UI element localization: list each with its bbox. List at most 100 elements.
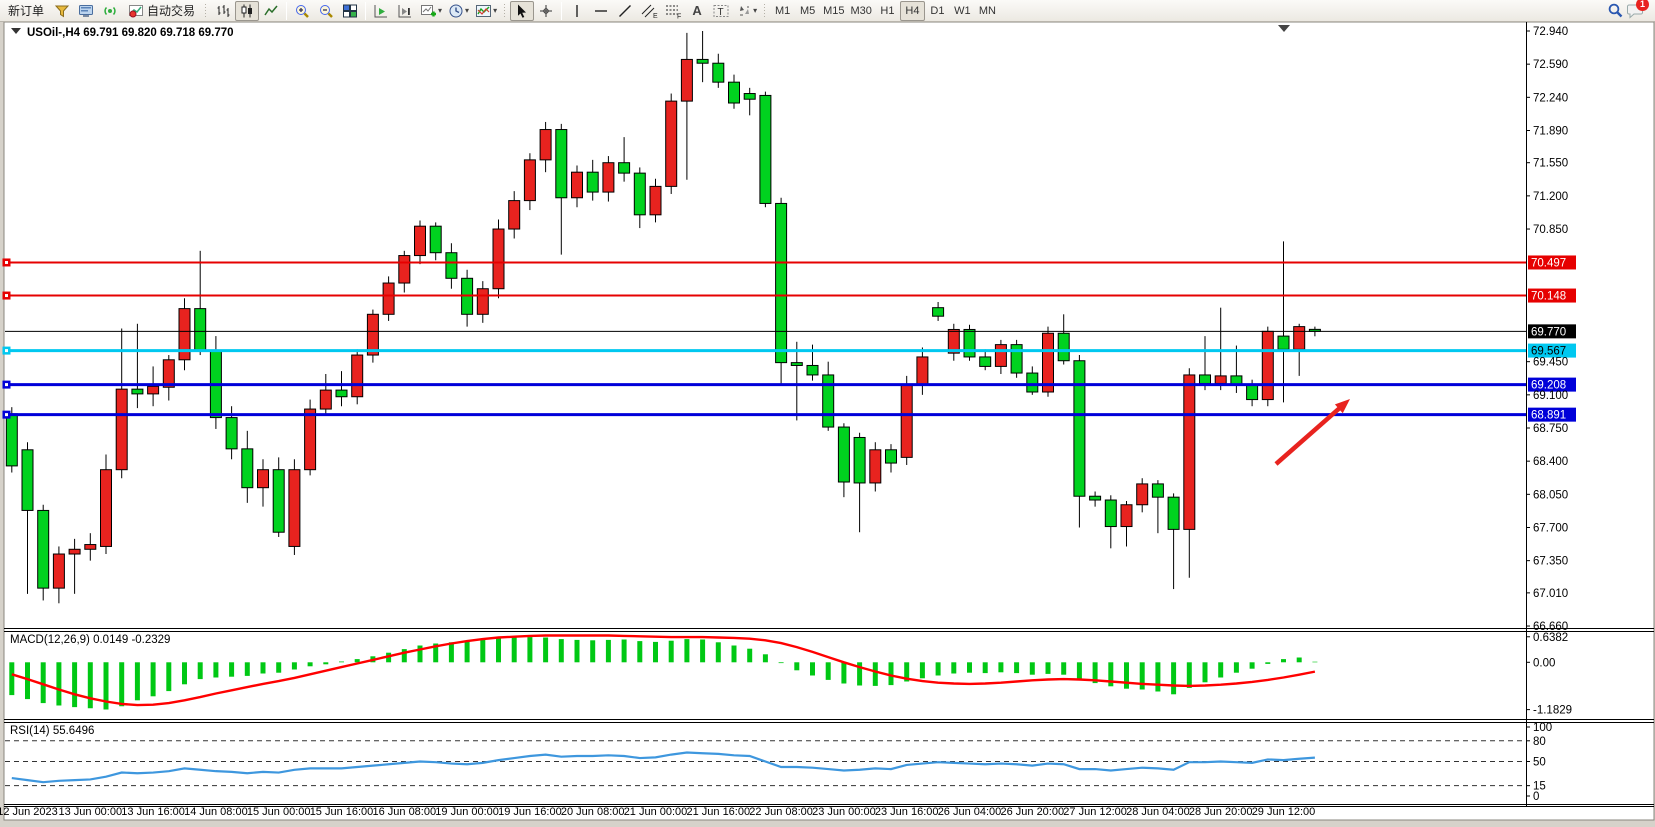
price-tick-label: 66.660: [1533, 621, 1568, 633]
candle-body: [414, 225, 426, 257]
rsi-axis-label: 80: [1533, 736, 1546, 748]
candle-body: [571, 171, 583, 199]
candle-body: [1136, 483, 1149, 506]
channel-tool-icon[interactable]: E: [637, 1, 661, 21]
candle-body: [1073, 360, 1086, 497]
candle-body: [932, 307, 945, 317]
time-axis-label: 15 Jun 00:00: [247, 806, 311, 818]
symbol-dropdown-icon[interactable]: [11, 28, 21, 34]
price-level-label: 69.770: [1531, 326, 1566, 338]
candle-body: [790, 362, 803, 366]
text-tool-icon[interactable]: A: [685, 1, 709, 21]
candle-body: [916, 356, 929, 385]
cursor-tool-icon[interactable]: [510, 0, 535, 21]
timeframe-group: M1 M5 M15 M30 H1 H4 D1 W1 MN: [770, 0, 1000, 21]
price-level-label-box: [1528, 255, 1576, 270]
price-level-label-box: [1528, 324, 1576, 339]
auto-trading-button[interactable]: 自动交易: [122, 1, 201, 21]
funnel-icon[interactable]: [50, 1, 74, 21]
candle-body: [586, 171, 599, 193]
candle-body: [696, 58, 709, 64]
zoom-in-icon[interactable]: [290, 1, 314, 21]
price-level-label-box: [1528, 377, 1576, 392]
candle-body: [1026, 372, 1039, 393]
bar-chart-type-icon[interactable]: [211, 1, 235, 21]
rsi-indicator-label: RSI(14) 55.6496: [10, 725, 94, 737]
toolbar-separator: [365, 1, 367, 20]
candle-body: [602, 162, 615, 193]
terminal-icon[interactable]: [74, 1, 98, 21]
crosshair-tool-icon[interactable]: [534, 1, 558, 21]
timeframe-d1[interactable]: D1: [925, 1, 950, 21]
search-icon[interactable]: [1603, 1, 1627, 21]
candle-body: [837, 426, 850, 483]
price-tick-label: 68.400: [1533, 456, 1568, 468]
new-chart-icon[interactable]: ▾: [417, 1, 445, 21]
vertical-line-tool-icon[interactable]: [565, 1, 589, 21]
timeframe-m30[interactable]: M30: [848, 1, 875, 21]
macd-axis-label: 0.00: [1533, 657, 1555, 669]
timeframe-m5[interactable]: M5: [795, 1, 820, 21]
candle-body: [1214, 375, 1227, 384]
chevron-down-icon: ▾: [753, 6, 758, 15]
chart-forward-icon[interactable]: [369, 1, 393, 21]
level-anchor-handle-center: [5, 349, 8, 353]
macd-pane[interactable]: [9, 634, 1318, 710]
timeframe-m15[interactable]: M15: [820, 1, 847, 21]
candle-body: [492, 228, 505, 290]
toolbar-grip: [763, 2, 768, 19]
tile-windows-icon[interactable]: [338, 1, 362, 21]
candle-body: [1120, 504, 1133, 528]
chart-end-icon[interactable]: [393, 1, 417, 21]
rsi-pane[interactable]: [5, 740, 1526, 787]
fibonacci-tool-icon[interactable]: F: [661, 1, 685, 21]
text-label-tool-icon[interactable]: T: [709, 1, 733, 21]
indicators-icon[interactable]: ▾: [472, 1, 500, 21]
price-level-label-box: [1528, 343, 1576, 358]
timeframe-mn[interactable]: MN: [975, 1, 1000, 21]
trendline-tool-icon[interactable]: [613, 1, 637, 21]
level-anchor-handle-center: [5, 260, 8, 264]
candle-body: [618, 162, 631, 174]
timeframe-w1[interactable]: W1: [950, 1, 975, 21]
macd-axis-label: 0.6382: [1533, 632, 1568, 644]
candle-body: [994, 344, 1007, 367]
timeframe-h4[interactable]: H4: [899, 0, 925, 21]
level-anchor-handle-center: [5, 383, 8, 387]
horizontal-line-tool-icon[interactable]: [589, 1, 613, 21]
timeframe-h1[interactable]: H1: [875, 1, 900, 21]
svg-text:T: T: [718, 7, 724, 18]
candle-body: [366, 313, 379, 356]
candle-chart-type-icon[interactable]: [235, 0, 260, 21]
candle-body: [445, 252, 458, 279]
price-level-label: 70.497: [1531, 257, 1566, 269]
price-level-label: 69.208: [1531, 380, 1566, 392]
shapes-tool-icon[interactable]: ▾: [733, 1, 760, 21]
price-tick-label: 68.050: [1533, 489, 1568, 501]
broadcast-icon[interactable]: [98, 1, 122, 21]
period-clock-icon[interactable]: ▾: [445, 1, 472, 21]
time-axis-label: 23 Jun 16:00: [875, 806, 939, 818]
notifications-button[interactable]: 1: [1627, 0, 1649, 19]
candle-body: [728, 81, 740, 104]
candle-body: [5, 413, 18, 467]
annotation-arrow-head[interactable]: [1334, 399, 1350, 414]
macd-signal-line: [11, 634, 1316, 707]
new-order-button[interactable]: 新订单: [2, 1, 50, 21]
line-chart-type-icon[interactable]: [259, 1, 283, 21]
candle-body: [1042, 332, 1054, 393]
annotation-arrow[interactable]: [1274, 403, 1344, 466]
zoom-out-icon[interactable]: [314, 1, 338, 21]
chart-shift-marker-icon[interactable]: [1278, 25, 1290, 32]
time-axis-label: 21 Jun 00:00: [624, 806, 688, 818]
time-axis-label: 22 Jun 08:00: [749, 806, 813, 818]
candle-body: [131, 388, 144, 395]
candle-body: [304, 408, 317, 471]
candle-body: [382, 282, 395, 315]
candle-body: [979, 356, 992, 367]
toolbar-separator: [561, 1, 563, 20]
timeframe-m1[interactable]: M1: [770, 1, 795, 21]
candle-body: [900, 383, 913, 458]
time-axis-label: 13 Jun 16:00: [121, 806, 185, 818]
